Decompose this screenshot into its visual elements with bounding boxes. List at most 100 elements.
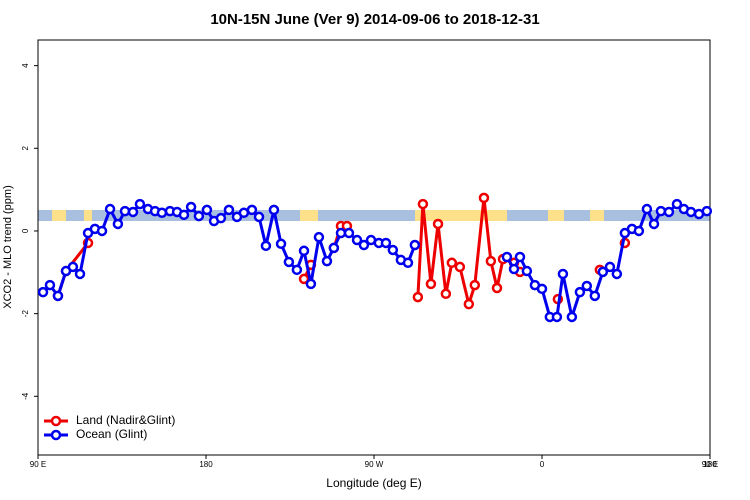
- data-point: [597, 266, 609, 278]
- land-band: [52, 210, 66, 221]
- data-point: [119, 205, 131, 217]
- data-point: [648, 218, 660, 230]
- data-point: [501, 251, 513, 263]
- data-point: [655, 205, 667, 217]
- data-point: [440, 288, 452, 300]
- y-tick-label: 0: [21, 228, 30, 233]
- legend-marker: [50, 415, 62, 427]
- data-point: [96, 225, 108, 237]
- legend: Land (Nadir&Glint)Ocean (Glint): [44, 413, 175, 441]
- data-point: [491, 282, 503, 294]
- data-point: [685, 206, 697, 218]
- data-point: [557, 268, 569, 280]
- y-tick-label: 4: [21, 63, 30, 68]
- data-point: [478, 192, 490, 204]
- data-point: [409, 239, 421, 251]
- x-tick-label: 90 E: [30, 460, 46, 469]
- ocean-band: [38, 210, 710, 221]
- data-point: [127, 206, 139, 218]
- data-point: [469, 279, 481, 291]
- data-point: [358, 239, 370, 251]
- land-band: [415, 210, 507, 221]
- y-tick-label: -2: [21, 310, 30, 318]
- data-point: [291, 264, 303, 276]
- data-point: [185, 201, 197, 213]
- x-axis-label: Longitude (deg E): [326, 476, 421, 490]
- data-point: [641, 203, 653, 215]
- data-point: [104, 203, 116, 215]
- data-point: [253, 211, 265, 223]
- data-point: [298, 273, 310, 285]
- reference-band: [38, 210, 710, 221]
- data-point: [246, 204, 258, 216]
- data-point: [305, 278, 317, 290]
- data-point: [604, 261, 616, 273]
- data-point: [74, 268, 86, 280]
- land-band: [548, 210, 564, 221]
- data-point: [536, 283, 548, 295]
- land-band: [84, 210, 92, 221]
- data-point: [52, 290, 64, 302]
- land-band: [300, 210, 318, 221]
- y-tick-label: 2: [21, 146, 30, 151]
- data-point: [521, 265, 533, 277]
- data-point: [485, 255, 497, 267]
- data-point: [201, 204, 213, 216]
- data-point: [432, 218, 444, 230]
- data-point: [417, 198, 429, 210]
- data-point: [275, 238, 287, 250]
- data-point: [37, 286, 49, 298]
- data-point: [574, 286, 586, 298]
- data-point: [566, 311, 578, 323]
- data-point: [260, 240, 272, 252]
- data-point: [463, 298, 475, 310]
- legend-marker: [50, 429, 62, 441]
- land-band: [590, 210, 604, 221]
- data-point: [328, 242, 340, 254]
- data-point: [663, 206, 675, 218]
- data-point: [343, 227, 355, 239]
- data-point: [268, 204, 280, 216]
- data-point: [671, 198, 683, 210]
- data-point: [508, 263, 520, 275]
- data-point: [611, 268, 623, 280]
- data-point: [298, 245, 310, 257]
- x-tick-label: 180: [703, 460, 717, 469]
- data-point: [581, 280, 593, 292]
- y-axis-label: XCO2 - MLO trend (ppm): [2, 185, 14, 308]
- data-point: [112, 218, 124, 230]
- data-point: [351, 234, 363, 246]
- data-point: [67, 261, 79, 273]
- data-point: [44, 279, 56, 291]
- data-point: [701, 205, 713, 217]
- x-tick-label: 180: [199, 460, 213, 469]
- data-point: [412, 291, 424, 303]
- data-point: [215, 212, 227, 224]
- data-point: [387, 244, 399, 256]
- data-point: [551, 311, 563, 323]
- data-point: [156, 207, 168, 219]
- data-point: [589, 290, 601, 302]
- plot-frame: [37, 39, 711, 456]
- legend-label: Ocean (Glint): [76, 427, 147, 441]
- data-point: [446, 257, 458, 269]
- data-point: [321, 255, 333, 267]
- data-point: [380, 237, 392, 249]
- x-tick-label: 90 W: [365, 460, 384, 469]
- data-point: [134, 198, 146, 210]
- x-tick-label: 90 E: [702, 460, 718, 469]
- chart-title: 10N-15N June (Ver 9) 2014-09-06 to 2018-…: [210, 11, 539, 28]
- data-point: [514, 251, 526, 263]
- data-point: [193, 210, 205, 222]
- data-point: [283, 256, 295, 268]
- x-tick-label: 0: [540, 460, 545, 469]
- data-point: [633, 225, 645, 237]
- data-point: [178, 209, 190, 221]
- data-point: [454, 261, 466, 273]
- series-line: [41, 202, 708, 319]
- legend-label: Land (Nadir&Glint): [76, 413, 175, 427]
- y-tick-label: -4: [21, 392, 30, 400]
- data-point: [223, 204, 235, 216]
- data-point: [402, 257, 414, 269]
